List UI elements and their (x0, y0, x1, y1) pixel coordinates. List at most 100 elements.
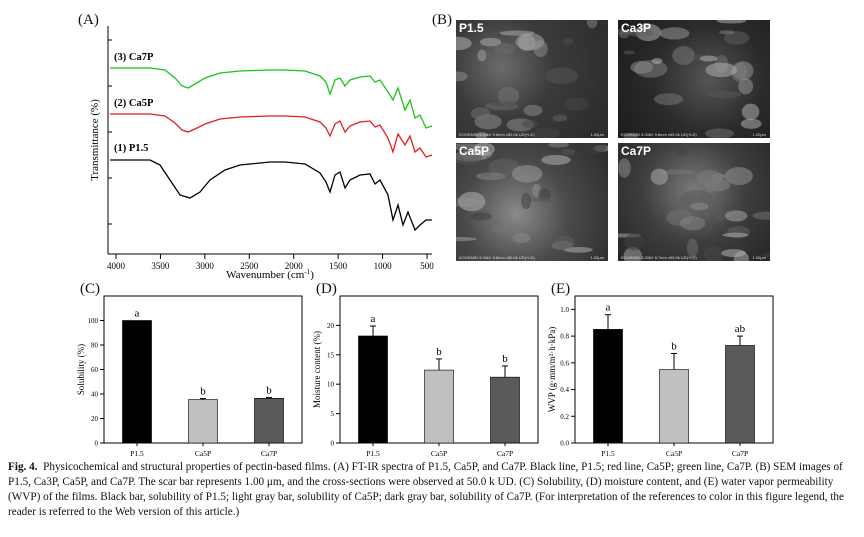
sem-label: Ca5P (459, 144, 490, 158)
xtick-label: Ca7P (497, 449, 513, 458)
sem-grain (651, 57, 663, 65)
sem-grain (470, 212, 492, 221)
ytick-label: 0.6 (560, 359, 569, 367)
sem-grain (722, 232, 749, 238)
sem-grain (724, 31, 750, 45)
sem-grain (715, 207, 725, 222)
significance-letter: b (200, 386, 206, 398)
sem-grain (619, 30, 630, 39)
ytick-label: 15 (327, 351, 335, 359)
xtick-label: P1.5 (601, 449, 615, 458)
sem-grain (724, 167, 753, 186)
sem-grain (470, 107, 491, 120)
bar-p1-5 (358, 335, 388, 444)
sem-image-ca3p: Ca3P KOOKMIN 3.00kV 9.8mm x50.0k UD(+LD) 1… (618, 20, 770, 138)
ftir-ylabel: Transmittance (%) (89, 99, 101, 181)
sem-label: Ca3P (621, 21, 652, 35)
ftir-xtick-label: 1500 (329, 261, 348, 271)
ytick-label: 0.0 (560, 440, 569, 448)
sem-grain (706, 90, 742, 99)
ytick-label: 0 (95, 440, 99, 448)
sem-grain (475, 131, 488, 138)
sem-grain (563, 246, 593, 253)
sem-grain (518, 34, 536, 51)
sem-grain (738, 78, 754, 95)
ytick-label: 0.8 (560, 333, 569, 341)
ftir-xtick-label: 500 (420, 261, 434, 271)
bar-p1-5 (122, 320, 152, 444)
sem-grain (679, 216, 706, 231)
ftir-xtick-label: 2000 (285, 261, 304, 271)
ytick-label: 0 (331, 440, 335, 448)
bar-ca7p (490, 376, 520, 444)
ytick-label: 0.4 (560, 386, 569, 394)
sem-grain (721, 249, 746, 258)
sem-grain (724, 210, 748, 222)
bar-chart-e: 0.0 0.2 0.4 0.6 0.8 1.0 WVP (g·mm/m²·h·kPa) a P1… (547, 295, 774, 458)
series-label-ca5p: (2) Ca5P (114, 98, 154, 109)
y-axis-label: WVP (g·mm/m²·h·kPa) (547, 327, 557, 413)
ytick-label: 80 (91, 342, 99, 350)
significance-letter: b (502, 353, 508, 365)
ytick-label: 5 (331, 410, 335, 418)
ftir-line-ca5p (110, 113, 433, 158)
sem-grain (477, 49, 487, 62)
sem-grain (562, 37, 574, 45)
sem-label: P1.5 (459, 21, 484, 35)
bar-ca7p (254, 397, 284, 444)
bar-chart-c: 0 20 40 60 80 100 Solubility (%) a P1.5 b Ca5P b Ca7… (76, 295, 303, 458)
ftir-xtick-label: 2500 (240, 261, 258, 271)
bar-ca5p (659, 369, 689, 444)
xtick-label: Ca5P (431, 449, 447, 458)
sem-grain (552, 114, 568, 122)
caption-fig-label: Fig. 4. (8, 461, 38, 473)
xtick-label: Ca5P (666, 449, 682, 458)
ftir-xtick-label: 1000 (374, 261, 393, 271)
sem-texture-svg (456, 143, 608, 253)
panel-e-label: (E) (551, 281, 571, 297)
sem-scale: 1.00μm (752, 255, 766, 260)
sem-grain (586, 20, 598, 29)
significance-letter: a (371, 313, 376, 325)
sem-grain (497, 86, 520, 106)
ytick-label: 60 (91, 366, 99, 374)
sem-grain (479, 37, 502, 47)
panel-d-label: (D) (316, 281, 337, 297)
y-axis-label: Solubility (%) (76, 344, 86, 395)
sem-grain (626, 29, 655, 37)
significance-letter: a (135, 308, 140, 320)
xtick-label: P1.5 (366, 449, 380, 458)
sem-grain (623, 246, 643, 261)
sem-texture-svg (456, 20, 598, 138)
sem-grain (456, 151, 483, 165)
sem-grain (741, 103, 760, 120)
sem-grain (696, 170, 723, 186)
panel-c-label: (C) (80, 281, 100, 297)
significance-letter: ab (735, 323, 746, 335)
sem-grain (456, 83, 465, 99)
ftir-chart: 4000 3500 3000 2500 2000 1500 1000 500 Transmit… (89, 26, 434, 281)
sem-grain (456, 36, 472, 51)
sem-grain (704, 128, 735, 138)
sem-grain (548, 143, 569, 148)
sem-grain (752, 211, 770, 220)
sem-grain (511, 165, 543, 183)
significance-letter: b (671, 340, 677, 352)
sem-grain (488, 158, 521, 177)
ytick-label: 40 (91, 391, 99, 399)
panel-b-label: (B) (432, 12, 452, 28)
sem-grain (761, 252, 770, 259)
sem-grain (473, 143, 495, 156)
sem-image-ca5p: Ca5P KOOKMIN 3.00kV 9.8mm x50.0k UD(+LD) 1… (456, 143, 608, 261)
sem-grain (716, 20, 747, 24)
sem-texture-svg (618, 20, 762, 138)
sem-scale: 1.00μm (752, 132, 766, 137)
sem-grain (718, 30, 735, 35)
ytick-label: 0.2 (560, 413, 569, 421)
sem-grain (703, 245, 723, 261)
sem-info: KOOKMIN 3.00kV 8.7mm x50.0k UD(+LD) (621, 255, 697, 260)
sem-grain (686, 238, 699, 258)
sem-grain (541, 154, 571, 165)
bar-ca5p (424, 369, 454, 444)
series-label-p15: (1) P1.5 (114, 143, 148, 154)
